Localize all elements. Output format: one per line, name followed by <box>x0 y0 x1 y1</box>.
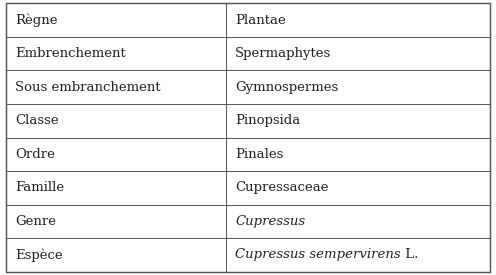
Text: L.: L. <box>401 248 418 262</box>
Text: Spermaphytes: Spermaphytes <box>235 47 331 60</box>
Text: Ordre: Ordre <box>15 148 55 161</box>
Text: Pinales: Pinales <box>235 148 284 161</box>
Text: Espèce: Espèce <box>15 248 62 262</box>
Text: Sous embranchement: Sous embranchement <box>15 81 161 94</box>
Text: Cupressus sempervirens: Cupressus sempervirens <box>235 248 401 262</box>
Text: Gymnospermes: Gymnospermes <box>235 81 338 94</box>
Text: Classe: Classe <box>15 114 59 127</box>
Text: Pinopsida: Pinopsida <box>235 114 301 127</box>
Text: Genre: Genre <box>15 215 56 228</box>
Text: Règne: Règne <box>15 13 58 27</box>
Text: Plantae: Plantae <box>235 13 286 27</box>
Text: Cupressaceae: Cupressaceae <box>235 181 329 194</box>
Text: Famille: Famille <box>15 181 64 194</box>
Text: Embrenchement: Embrenchement <box>15 47 125 60</box>
Text: Cupressus: Cupressus <box>235 215 305 228</box>
